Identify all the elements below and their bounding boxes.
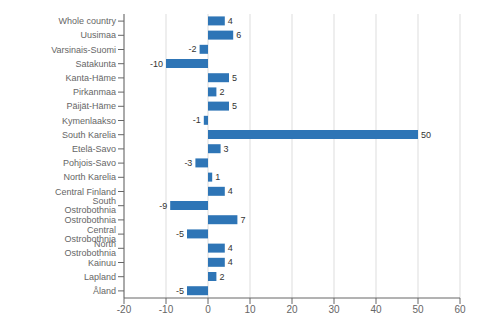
svg-text:5: 5: [232, 101, 237, 111]
svg-text:-1: -1: [193, 115, 201, 125]
svg-text:0: 0: [205, 304, 211, 315]
svg-text:1: 1: [215, 172, 220, 182]
svg-text:Whole country: Whole country: [58, 16, 116, 26]
svg-text:Central Finland: Central Finland: [55, 187, 116, 197]
svg-text:Åland: Åland: [93, 286, 116, 296]
svg-text:2: 2: [219, 272, 224, 282]
svg-text:Varsinais-Suomi: Varsinais-Suomi: [51, 45, 116, 55]
svg-text:4: 4: [228, 16, 233, 26]
svg-text:Satakunta: Satakunta: [75, 59, 116, 69]
svg-text:3: 3: [224, 144, 229, 154]
svg-text:-9: -9: [159, 201, 167, 211]
svg-text:-3: -3: [184, 158, 192, 168]
svg-text:Lapland: Lapland: [84, 272, 116, 282]
svg-text:4: 4: [228, 186, 233, 196]
svg-text:Uusimaa: Uusimaa: [80, 30, 116, 40]
svg-text:Ostrobothnia: Ostrobothnia: [64, 215, 116, 225]
svg-text:50: 50: [421, 130, 431, 140]
svg-text:NorthOstrobothnia: NorthOstrobothnia: [64, 239, 116, 258]
svg-text:SouthOstrobothnia: SouthOstrobothnia: [64, 196, 116, 215]
svg-text:Pohjois-Savo: Pohjois-Savo: [63, 158, 116, 168]
svg-text:30: 30: [328, 304, 340, 315]
svg-text:Kanta-Häme: Kanta-Häme: [65, 73, 116, 83]
svg-text:South Karelia: South Karelia: [62, 130, 116, 140]
svg-text:-5: -5: [176, 286, 184, 296]
svg-text:10: 10: [244, 304, 256, 315]
svg-text:-20: -20: [117, 304, 132, 315]
svg-text:Kymenlaakso: Kymenlaakso: [62, 116, 116, 126]
svg-text:-2: -2: [189, 44, 197, 54]
svg-text:North Karelia: North Karelia: [63, 172, 116, 182]
svg-text:2: 2: [219, 87, 224, 97]
svg-text:5: 5: [232, 73, 237, 83]
svg-text:-10: -10: [150, 59, 163, 69]
svg-text:20: 20: [286, 304, 298, 315]
svg-text:Pirkanmaa: Pirkanmaa: [73, 87, 116, 97]
svg-text:Etelä-Savo: Etelä-Savo: [72, 144, 116, 154]
svg-text:-10: -10: [159, 304, 174, 315]
svg-text:4: 4: [228, 243, 233, 253]
svg-text:4: 4: [228, 257, 233, 267]
svg-text:7: 7: [240, 215, 245, 225]
svg-text:-5: -5: [176, 229, 184, 239]
svg-text:Päijät-Häme: Päijät-Häme: [66, 101, 116, 111]
svg-text:Kainuu: Kainuu: [88, 258, 116, 268]
svg-text:6: 6: [236, 30, 241, 40]
svg-text:40: 40: [370, 304, 382, 315]
svg-text:50: 50: [412, 304, 424, 315]
svg-text:60: 60: [454, 304, 466, 315]
